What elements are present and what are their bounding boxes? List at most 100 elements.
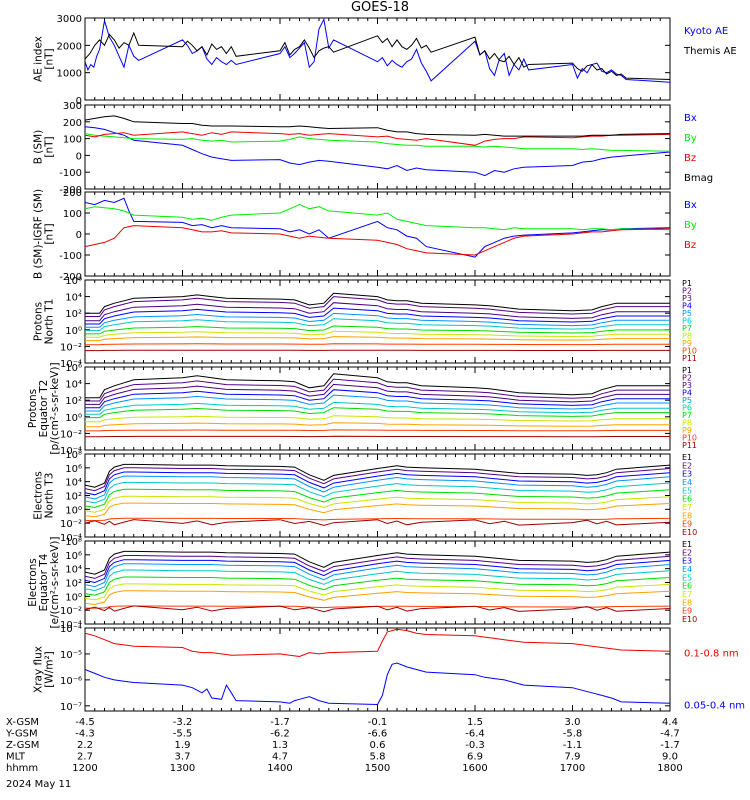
y-tick-label: -200 — [59, 272, 82, 283]
series-line-P1 — [85, 292, 670, 314]
y-tick-label: 10² — [65, 492, 82, 503]
legend-P11: P11 — [682, 354, 697, 363]
y-tick-label: 10² — [65, 309, 82, 320]
y-tick-label: 10⁶ — [65, 464, 82, 475]
x-row-value: 1200 — [72, 763, 97, 774]
series-line-P10 — [85, 343, 670, 346]
x-row-value: -6.2 — [270, 729, 290, 740]
y-tick-label: 10⁶ — [65, 276, 82, 287]
y-axis-title: B (SM) — [33, 130, 45, 164]
series-line-E8 — [85, 502, 670, 518]
y-tick-label: 10⁰ — [65, 505, 82, 516]
series-line-P1 — [85, 373, 670, 399]
x-row-label: Y-GSM — [5, 729, 38, 740]
x-row-value: 1.9 — [175, 740, 191, 751]
x-row-value: 1800 — [657, 763, 682, 774]
x-row-value: 4.7 — [272, 752, 288, 763]
legend-P1: P1 — [682, 279, 692, 288]
y-axis-title: Protons — [33, 302, 45, 341]
legend-P2: P2 — [682, 374, 692, 383]
legend-Bz: Bz — [684, 240, 696, 251]
x-row-value: -4.3 — [75, 729, 95, 740]
series-line-Bmag — [85, 115, 670, 137]
legend-E7: E7 — [682, 590, 692, 599]
x-row-value: 2.7 — [77, 752, 93, 763]
series-line-E4 — [85, 563, 670, 588]
series-line-0-1-0-8-nm — [85, 628, 670, 658]
x-row-value: 3.0 — [565, 717, 581, 728]
legend-P4: P4 — [682, 302, 692, 311]
legend-Bmag: Bmag — [684, 173, 713, 184]
panel-3 — [84, 191, 671, 277]
y-tick-label: 10⁻² — [60, 519, 82, 530]
x-row-value: -6.4 — [465, 729, 485, 740]
legend-P1: P1 — [682, 366, 692, 375]
legend-E2: E2 — [682, 548, 692, 557]
y-tick-label: -200 — [59, 185, 82, 196]
legend-E6: E6 — [682, 582, 692, 591]
series-line-E3 — [85, 559, 670, 584]
y-tick-label: 200 — [63, 188, 82, 199]
y-axis-title: [p/(cm²-s-sr-keV)] — [49, 362, 61, 454]
legend-E10: E10 — [682, 528, 697, 537]
legend-E1: E1 — [682, 540, 692, 549]
panel-7 — [84, 540, 671, 625]
x-row-value: -4.5 — [75, 717, 95, 728]
y-axis-title: B (SM)-IGRF (SM) — [33, 189, 45, 279]
panel-lines — [85, 18, 670, 83]
y-axis-title: [e/(cm²-s-sr-keV)] — [49, 537, 61, 629]
series-line-Bz — [85, 225, 670, 256]
y-tick-label: 2000 — [57, 41, 82, 52]
series-line-E10 — [85, 605, 670, 613]
y-tick-label: 10⁰ — [65, 326, 82, 337]
x-row-value: -5.5 — [173, 729, 193, 740]
x-row-value: -1.7 — [270, 717, 290, 728]
legend-P8: P8 — [682, 332, 692, 341]
panel-lines — [85, 115, 670, 177]
series-line-Bx — [85, 197, 670, 258]
legend-P9: P9 — [682, 426, 692, 435]
panel-frame — [84, 627, 671, 712]
series-line-P5 — [85, 394, 670, 412]
panel-frame — [84, 453, 671, 538]
panel-8 — [84, 627, 671, 712]
y-axis-title: Electrons — [27, 558, 39, 607]
x-row-value: 3.7 — [175, 752, 191, 763]
legend-E2: E2 — [682, 461, 692, 470]
y-tick-label: 300 — [63, 101, 82, 112]
x-row-value: 1400 — [267, 763, 292, 774]
legend-P11: P11 — [682, 441, 697, 450]
x-row-label: X-GSM — [6, 717, 39, 728]
legend-P3: P3 — [682, 381, 692, 390]
panel-lines — [85, 292, 670, 352]
legend-P3: P3 — [682, 294, 692, 303]
legend-E5: E5 — [682, 486, 692, 495]
y-axis-title: North T1 — [44, 299, 56, 345]
legend-Bx: Bx — [684, 113, 697, 124]
legend-By: By — [684, 133, 697, 144]
x-row-value: 4.4 — [662, 717, 678, 728]
legend-E7: E7 — [682, 503, 692, 512]
series-line-P6 — [85, 401, 670, 415]
y-tick-label: 100 — [63, 209, 82, 220]
series-line-P10 — [85, 429, 670, 432]
y-axis-title: Protons — [27, 389, 39, 428]
series-line-P6 — [85, 318, 670, 332]
y-axis-title: AE index — [33, 36, 45, 82]
panel-6 — [84, 453, 671, 538]
series-line-E3 — [85, 471, 670, 496]
x-row-value: -0.3 — [465, 740, 485, 751]
x-row-value: -1.1 — [563, 740, 583, 751]
legend-P7: P7 — [682, 411, 692, 420]
y-tick-label: -100 — [59, 251, 82, 262]
y-tick-label: 1000 — [57, 69, 82, 80]
legend-P4: P4 — [682, 389, 692, 398]
legend-E8: E8 — [682, 511, 692, 520]
panel-frame — [84, 104, 671, 190]
series-line-E2 — [85, 467, 670, 492]
series-line-P4 — [85, 307, 670, 325]
series-line-P8 — [85, 415, 670, 423]
y-axis-title: [nT] — [44, 223, 56, 244]
series-line-P3 — [85, 383, 670, 405]
series-line-P2 — [85, 378, 670, 402]
